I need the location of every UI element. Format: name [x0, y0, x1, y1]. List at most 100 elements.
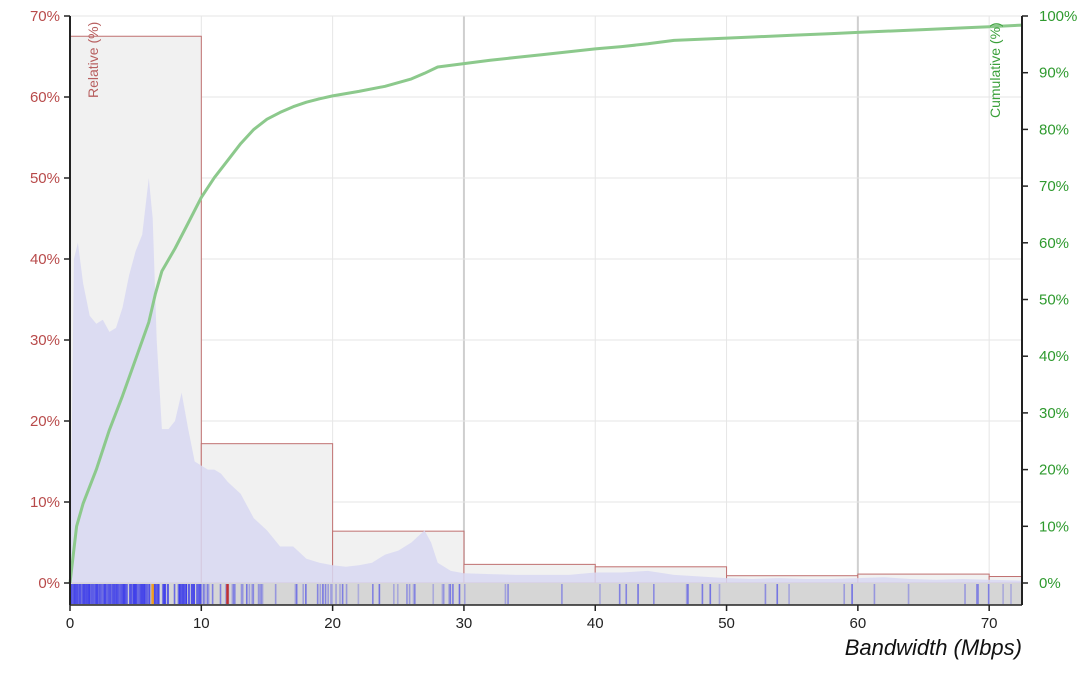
rug-mark: [115, 584, 118, 604]
y-left-tick-label: 20%: [30, 413, 60, 430]
rug-mark: [341, 584, 344, 604]
rug-mark: [75, 584, 77, 604]
x-tick-label: 10: [193, 615, 210, 632]
rug-mark: [406, 584, 408, 604]
rug-mark: [261, 584, 264, 604]
rug-mark: [295, 584, 298, 604]
rug-mark: [178, 584, 181, 604]
rug-mark: [134, 584, 136, 604]
y-left-tick-label: 10%: [30, 494, 60, 511]
rug-mark: [452, 584, 454, 604]
rug-mark: [182, 584, 185, 604]
rug-mark: [251, 584, 253, 604]
x-tick-label: 40: [587, 615, 604, 632]
x-tick-label: 50: [718, 615, 735, 632]
y-right-tick-label: 50%: [1039, 292, 1069, 309]
rug-mark: [164, 584, 167, 604]
rug-mark: [432, 584, 435, 604]
density-area: [70, 178, 1022, 583]
rug-mark: [843, 584, 846, 604]
grid-lines: [69, 15, 1022, 583]
rug-mark: [718, 584, 721, 604]
rug-mark: [851, 584, 853, 604]
rug-mark: [96, 584, 98, 604]
rug-mark: [143, 584, 146, 604]
rug-mark: [764, 584, 767, 604]
rug-mark: [203, 584, 206, 604]
rug-mark: [625, 584, 628, 604]
rug-mark: [987, 584, 990, 604]
rug-mark: [234, 584, 236, 604]
rug-mark: [126, 584, 129, 604]
rug-mark: [1010, 584, 1012, 604]
x-tick-label: 60: [850, 615, 867, 632]
rug-mark: [106, 584, 109, 604]
rug-mark: [260, 584, 263, 604]
rug-mark: [163, 584, 165, 604]
rug-mark: [146, 584, 148, 604]
density-area-path: [70, 178, 1022, 583]
rug-mark: [121, 584, 123, 604]
rug-mark: [231, 584, 234, 604]
rug-mark: [190, 584, 193, 604]
rug-mark: [100, 584, 102, 604]
y-left-tick-label: 0%: [38, 575, 60, 592]
rug-mark: [776, 584, 779, 604]
x-tick-label: 0: [66, 615, 74, 632]
rug-mark: [412, 584, 415, 604]
rug-mark: [98, 584, 101, 604]
rug-mark: [339, 584, 341, 604]
rug-mark: [79, 584, 81, 604]
cumulative-line: [68, 23, 1023, 584]
y-right-tick-label: 70%: [1039, 178, 1069, 195]
rug-mark: [504, 584, 507, 604]
rug-mark: [196, 584, 198, 604]
rug-mark: [136, 584, 139, 604]
rug-mark: [316, 584, 319, 604]
rug-mark: [114, 584, 117, 604]
rug-mark: [907, 584, 910, 604]
rug-mark: [294, 584, 297, 604]
rug-mark: [788, 584, 790, 604]
rug-mark: [155, 584, 157, 604]
rug-mark: [117, 584, 119, 604]
rug-mark: [133, 584, 135, 604]
rug-mark: [185, 584, 188, 604]
rug-mark: [653, 584, 655, 604]
rug-mark: [193, 584, 196, 604]
rug-mark: [329, 584, 332, 604]
rug-mark: [140, 584, 143, 604]
rug-mark: [110, 584, 113, 604]
rug-mark: [257, 584, 260, 604]
rug-mark: [441, 584, 444, 604]
rug-mark: [87, 584, 89, 604]
rug-mark: [458, 584, 461, 604]
rug-mark: [85, 584, 88, 604]
rug-mark: [302, 584, 305, 604]
rug-mark: [687, 584, 689, 604]
rug-mark: [393, 584, 395, 604]
rug-mark: [192, 584, 194, 604]
rug-mark: [156, 584, 159, 604]
rug-mark: [449, 584, 452, 604]
rug-mark: [372, 584, 374, 604]
rug-mark: [167, 584, 169, 604]
rug-mark: [378, 584, 381, 604]
rug-mark: [873, 584, 876, 604]
y-right-tick-label: 10%: [1039, 518, 1069, 535]
rug-mark: [184, 584, 186, 604]
y-right-tick-label: 90%: [1039, 65, 1069, 82]
rug-mark: [92, 584, 94, 604]
rug-mark: [561, 584, 563, 604]
rug-mark: [685, 584, 688, 604]
rug-mark: [77, 584, 80, 604]
rug-mark: [211, 584, 214, 604]
rug-mark: [442, 584, 445, 604]
rug-mark: [161, 584, 164, 604]
rug-mark: [357, 584, 360, 604]
rug-mark: [701, 584, 704, 604]
rug-mark: [964, 584, 966, 604]
rug-mark: [91, 584, 93, 604]
rug-mark: [242, 584, 244, 604]
rug-mark: [322, 584, 324, 604]
